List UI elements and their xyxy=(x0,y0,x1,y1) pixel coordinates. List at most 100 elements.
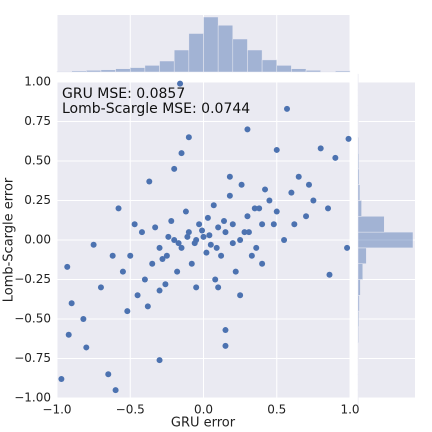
point xyxy=(174,268,181,275)
point xyxy=(244,213,251,220)
point xyxy=(332,154,339,161)
point xyxy=(184,233,191,240)
point xyxy=(237,292,244,299)
point xyxy=(222,342,229,349)
point xyxy=(146,178,153,185)
point xyxy=(191,240,198,247)
histogram-bar xyxy=(320,71,336,73)
point xyxy=(168,218,175,225)
histogram-bar xyxy=(357,216,385,233)
point xyxy=(212,276,219,283)
point xyxy=(245,229,252,236)
histogram-bar xyxy=(56,71,72,73)
x-axis-label: GRU error xyxy=(171,416,236,431)
histogram-bar xyxy=(357,200,362,217)
x-tick-label: 1.0 xyxy=(340,403,359,417)
histogram-bar xyxy=(261,59,278,73)
point xyxy=(222,327,229,334)
point xyxy=(215,224,222,231)
annotation: Lomb-Scargle MSE: 0.0744 xyxy=(62,101,250,117)
point xyxy=(281,237,288,243)
point xyxy=(156,287,163,294)
point xyxy=(127,252,134,259)
point xyxy=(241,229,248,236)
point xyxy=(200,233,207,240)
histogram-bar xyxy=(86,70,102,73)
point xyxy=(221,218,228,225)
histogram-bar xyxy=(357,168,360,185)
point xyxy=(109,252,116,259)
point xyxy=(310,197,317,204)
point xyxy=(232,268,239,275)
y-tick-label: 0.25 xyxy=(24,193,51,207)
point xyxy=(171,165,178,172)
point xyxy=(226,192,233,199)
point xyxy=(345,135,352,142)
histogram-bar xyxy=(159,60,175,73)
histogram-bar xyxy=(276,65,292,73)
point xyxy=(326,271,333,278)
histogram-bar xyxy=(173,49,190,73)
point xyxy=(199,227,206,234)
histogram-bar xyxy=(71,70,87,73)
histogram-bar xyxy=(335,70,351,73)
histogram-bar xyxy=(203,16,219,73)
point xyxy=(178,244,185,251)
y-tick-label: 0.75 xyxy=(24,114,51,128)
point xyxy=(229,240,236,247)
point xyxy=(149,260,156,267)
histogram-bar xyxy=(115,68,131,73)
point xyxy=(344,244,351,251)
histogram-bar xyxy=(357,247,367,264)
point xyxy=(218,252,225,259)
histogram-bar xyxy=(357,295,360,312)
point xyxy=(222,229,229,236)
y-axis-label: Lomb-Scargle error xyxy=(2,177,17,302)
y-tick-label: −0.25 xyxy=(14,272,51,286)
point xyxy=(171,237,178,243)
point xyxy=(210,202,217,209)
point xyxy=(65,331,72,338)
histogram-bar xyxy=(130,67,146,73)
point xyxy=(256,205,263,212)
point xyxy=(175,240,182,247)
point xyxy=(262,186,269,193)
point xyxy=(226,173,233,180)
point xyxy=(291,221,298,228)
point xyxy=(251,205,258,212)
point xyxy=(317,145,324,152)
histogram-bar xyxy=(357,152,360,170)
point xyxy=(237,237,244,243)
y-tick-label: 1.00 xyxy=(24,75,51,89)
point xyxy=(204,214,211,221)
point xyxy=(144,303,151,310)
histogram-bar xyxy=(357,326,359,343)
histogram-bar xyxy=(232,38,248,73)
point xyxy=(83,344,90,351)
point xyxy=(156,357,163,364)
point xyxy=(80,316,87,322)
histogram-bar xyxy=(247,49,263,73)
point xyxy=(259,260,266,267)
point xyxy=(97,284,104,291)
point xyxy=(206,232,213,239)
x-tick-label: 0.5 xyxy=(267,403,286,417)
point xyxy=(177,80,184,87)
x-tick-label: −0.5 xyxy=(116,403,145,417)
point xyxy=(303,213,310,220)
point xyxy=(163,252,170,259)
histogram-bar xyxy=(357,231,414,249)
y-tick-label: −0.50 xyxy=(14,312,51,326)
point xyxy=(138,229,145,236)
histogram-bar xyxy=(357,310,360,328)
point xyxy=(185,229,192,236)
point xyxy=(105,371,112,378)
histogram-bar xyxy=(291,68,307,73)
point xyxy=(238,181,245,188)
point xyxy=(131,221,138,228)
point xyxy=(193,284,200,291)
point xyxy=(112,387,119,394)
point xyxy=(215,284,222,291)
